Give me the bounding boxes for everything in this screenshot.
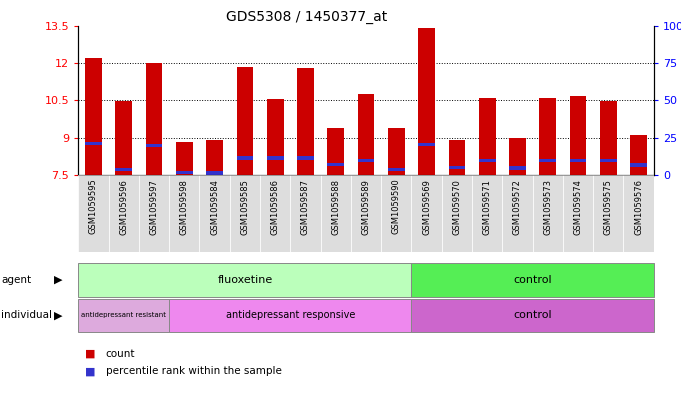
Bar: [442, 175, 472, 252]
Text: GSM1059571: GSM1059571: [483, 179, 492, 235]
Bar: [624, 175, 654, 252]
Bar: [200, 175, 229, 252]
Text: GSM1059575: GSM1059575: [604, 179, 613, 235]
Bar: [631, 135, 647, 175]
Bar: [328, 128, 344, 175]
Text: GSM1059587: GSM1059587: [301, 179, 310, 235]
Bar: [539, 98, 556, 175]
Bar: [449, 166, 465, 169]
Bar: [418, 28, 435, 175]
Text: GSM1059570: GSM1059570: [452, 179, 462, 235]
Text: count: count: [106, 349, 135, 359]
Bar: [321, 175, 351, 252]
Text: fluoxetine: fluoxetine: [217, 275, 272, 285]
Bar: [600, 101, 617, 175]
Bar: [229, 175, 260, 252]
Bar: [236, 156, 253, 160]
Bar: [267, 99, 283, 175]
Bar: [600, 159, 617, 162]
Bar: [260, 175, 290, 252]
Bar: [328, 163, 344, 166]
Bar: [146, 63, 162, 175]
Bar: [78, 263, 411, 297]
Text: GSM1059569: GSM1059569: [422, 179, 431, 235]
Bar: [449, 140, 465, 175]
Bar: [139, 175, 169, 252]
Text: GSM1059589: GSM1059589: [362, 179, 370, 235]
Bar: [509, 166, 526, 169]
Bar: [533, 175, 563, 252]
Text: GSM1059590: GSM1059590: [392, 179, 401, 235]
Bar: [115, 101, 132, 175]
Bar: [267, 156, 283, 160]
Text: GSM1059598: GSM1059598: [180, 179, 189, 235]
Text: GSM1059584: GSM1059584: [210, 179, 219, 235]
Text: ■: ■: [85, 349, 95, 359]
Bar: [503, 175, 533, 252]
Bar: [78, 175, 108, 252]
Bar: [176, 142, 193, 175]
Bar: [169, 175, 200, 252]
Bar: [570, 96, 586, 175]
Bar: [351, 175, 381, 252]
Bar: [108, 175, 139, 252]
Text: control: control: [513, 310, 552, 320]
Bar: [411, 175, 442, 252]
Bar: [290, 175, 321, 252]
Text: GSM1059595: GSM1059595: [89, 179, 98, 235]
Text: control: control: [513, 275, 552, 285]
Bar: [358, 159, 375, 162]
Bar: [115, 168, 132, 171]
Text: individual: individual: [1, 310, 52, 320]
Bar: [146, 144, 162, 147]
Bar: [297, 68, 314, 175]
Bar: [388, 128, 405, 175]
Bar: [479, 98, 496, 175]
Bar: [411, 299, 654, 332]
Bar: [236, 66, 253, 175]
Text: GSM1059572: GSM1059572: [513, 179, 522, 235]
Text: GDS5308 / 1450377_at: GDS5308 / 1450377_at: [226, 10, 387, 24]
Bar: [297, 156, 314, 160]
Bar: [479, 159, 496, 162]
Bar: [85, 58, 101, 175]
Bar: [411, 263, 654, 297]
Text: GSM1059576: GSM1059576: [634, 179, 643, 235]
Bar: [388, 168, 405, 171]
Bar: [78, 299, 169, 332]
Bar: [206, 140, 223, 175]
Bar: [85, 142, 101, 145]
Bar: [418, 143, 435, 146]
Bar: [169, 299, 411, 332]
Text: agent: agent: [1, 275, 31, 285]
Text: antidepressant resistant: antidepressant resistant: [81, 312, 166, 318]
Bar: [358, 94, 375, 175]
Bar: [539, 159, 556, 162]
Bar: [563, 175, 593, 252]
Bar: [176, 171, 193, 174]
Bar: [631, 163, 647, 167]
Text: GSM1059585: GSM1059585: [240, 179, 249, 235]
Text: GSM1059596: GSM1059596: [119, 179, 128, 235]
Text: ▶: ▶: [54, 310, 62, 320]
Text: ■: ■: [85, 366, 95, 376]
Text: GSM1059597: GSM1059597: [150, 179, 159, 235]
Text: GSM1059574: GSM1059574: [573, 179, 582, 235]
Bar: [472, 175, 503, 252]
Text: GSM1059573: GSM1059573: [543, 179, 552, 235]
Bar: [593, 175, 624, 252]
Text: GSM1059588: GSM1059588: [331, 179, 340, 235]
Text: percentile rank within the sample: percentile rank within the sample: [106, 366, 281, 376]
Bar: [206, 171, 223, 174]
Bar: [570, 159, 586, 162]
Bar: [381, 175, 411, 252]
Bar: [509, 138, 526, 175]
Text: ▶: ▶: [54, 275, 62, 285]
Text: GSM1059586: GSM1059586: [270, 179, 280, 235]
Text: antidepressant responsive: antidepressant responsive: [225, 310, 355, 320]
